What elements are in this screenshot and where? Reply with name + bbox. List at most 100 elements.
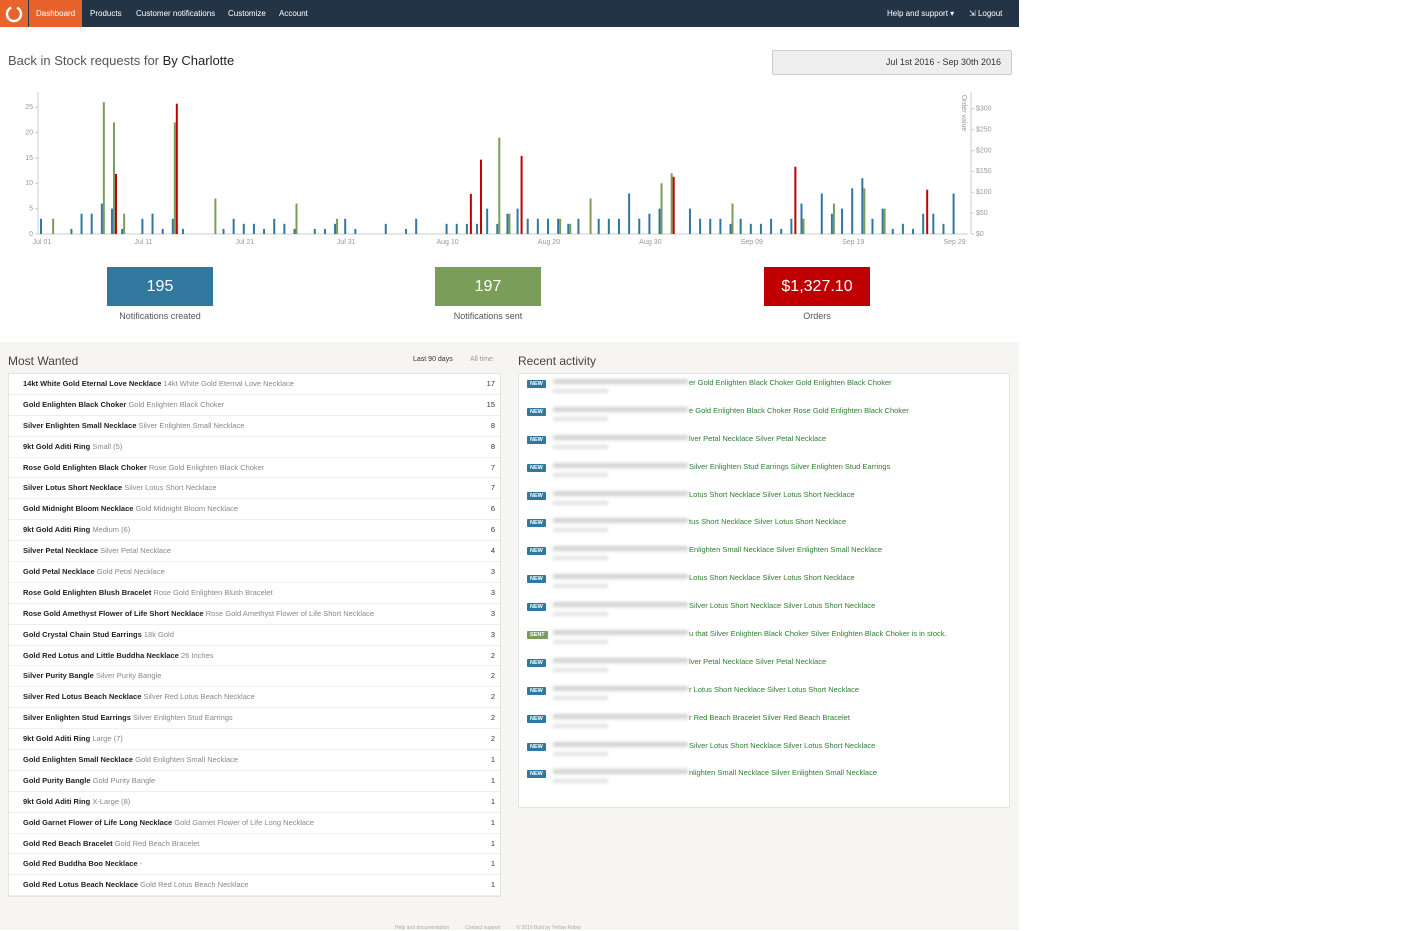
bar: [739, 218, 742, 234]
nav-link[interactable]: Products: [90, 9, 122, 18]
redacted-email: [553, 406, 688, 412]
bar: [232, 218, 235, 234]
stat-label: Notifications created: [119, 311, 201, 321]
product-variant: Rose Gold Enlighten Blush Bracelet: [153, 587, 273, 597]
stat-value: 195: [107, 267, 213, 306]
redacted-date: [553, 500, 608, 505]
bar: [559, 218, 562, 234]
bar: [354, 228, 357, 234]
product-name: Rose Gold Enlighten Black Choker: [23, 462, 147, 472]
nav-link[interactable]: Account: [279, 9, 308, 18]
x-tick-label: Sep 09: [741, 239, 763, 246]
product-variant: Silver Enlighten Stud Earrings: [133, 713, 233, 723]
bar: [922, 213, 925, 234]
product-variant: Gold Midnight Bloom Necklace: [135, 504, 239, 514]
x-tick-label: Sep 29: [944, 239, 966, 246]
request-count: 2: [490, 713, 495, 723]
product-variant: Silver Lotus Short Necklace: [124, 483, 217, 493]
bar: [445, 223, 448, 234]
status-badge: NEW: [527, 491, 546, 500]
request-count: 4: [490, 546, 495, 556]
bar: [660, 183, 663, 234]
activity-row: NEW Silver Lotus Short Necklace Silver Lo…: [519, 737, 1009, 765]
status-badge: NEW: [527, 603, 546, 612]
tab[interactable]: Last 90 days: [413, 356, 453, 363]
activity-row: NEW Lotus Short Necklace Silver Lotus Sho…: [519, 569, 1009, 597]
bar: [589, 198, 592, 234]
tab[interactable]: All time: [470, 356, 493, 363]
activity-row: NEW er Gold Enlighten Black Choker Gold E…: [519, 374, 1009, 402]
product-row: Gold Red Lotus and Little Buddha Necklac…: [9, 646, 500, 667]
x-tick-label: Aug 30: [639, 239, 661, 246]
activity-text: er Gold Enlighten Black Choker Gold Enli…: [689, 378, 892, 387]
bar: [912, 228, 915, 234]
bar: [800, 203, 803, 234]
bar: [670, 173, 673, 234]
bar: [688, 208, 691, 234]
bar: [926, 189, 929, 234]
product-name: Silver Petal Necklace: [23, 546, 99, 556]
help-menu[interactable]: Help and support ▾: [887, 9, 955, 18]
product-row: Gold Enlighten Black Choker Gold Enlight…: [9, 395, 500, 416]
activity-row: NEW Lotus Short Necklace Silver Lotus Sho…: [519, 486, 1009, 514]
product-row: Gold Red Buddha Boo Necklace - 1: [9, 854, 500, 876]
activity-text: u that Silver Enlighten Black Choker Sil…: [689, 629, 947, 639]
activity-text: Enlighten Small Necklace Silver Enlighte…: [689, 545, 883, 555]
bar: [455, 223, 458, 234]
stat-value: 197: [435, 267, 541, 306]
bar: [40, 218, 42, 234]
redacted-date: [553, 640, 608, 645]
activity-text: Silver Lotus Short Necklace Silver Lotus…: [689, 601, 876, 611]
bar: [729, 223, 732, 234]
y-tick-label: 0: [29, 231, 33, 238]
redacted-email: [553, 379, 688, 384]
footer: Help and documentation Contact support © 2…: [395, 925, 597, 931]
product-variant: Gold Red Beach Bracelet: [114, 838, 200, 848]
help-text: Help and support: [887, 9, 948, 18]
bar: [516, 208, 519, 234]
activity-text: Silver Enlighten Stud Earrings Silver En…: [689, 461, 891, 471]
bar: [181, 228, 184, 234]
product-row: Rose Gold Amethyst Flower of Life Short …: [9, 604, 500, 625]
product-name: Gold Enlighten Black Choker: [23, 399, 127, 409]
product-name: 9kt Gold Aditi Ring: [23, 525, 91, 535]
redacted-email: [553, 490, 688, 496]
product-name: Gold Purity Bangle: [23, 775, 91, 785]
product-variant: Rose Gold Enlighten Black Choker: [148, 462, 265, 472]
nav-link[interactable]: Customize: [228, 9, 266, 18]
product-variant: Medium (6): [92, 525, 131, 535]
status-badge: NEW: [527, 770, 546, 779]
request-count: 2: [490, 734, 495, 744]
date-range-picker[interactable]: Jul 1st 2016 - Sep 30th 2016: [772, 50, 1012, 75]
bar: [567, 223, 570, 234]
nav-bar: Dashboard Products Customer notification…: [0, 0, 1019, 27]
bar: [520, 155, 523, 234]
product-variant: Gold Enlighten Small Necklace: [135, 755, 239, 765]
product-name: Gold Petal Necklace: [23, 567, 95, 577]
logo[interactable]: [0, 0, 28, 27]
logout[interactable]: ⇲ Logout: [969, 9, 1003, 18]
bar: [851, 188, 854, 234]
bar: [52, 218, 55, 234]
bar: [214, 198, 217, 234]
bar: [323, 228, 326, 234]
bar: [486, 208, 489, 234]
bar: [334, 223, 337, 234]
x-tick-label: Jul 31: [337, 239, 356, 246]
product-variant: 26 Inches: [180, 650, 214, 660]
product-variant: Silver Red Lotus Beach Necklace: [143, 692, 255, 702]
bar: [114, 173, 117, 234]
bar: [547, 218, 549, 234]
nav-link[interactable]: Customer notifications: [136, 9, 216, 18]
product-name: 9kt Gold Aditi Ring: [23, 734, 91, 744]
activity-row: SENT u that Silver Enlighten Black Choker…: [519, 625, 1009, 653]
status-badge: NEW: [527, 742, 546, 751]
nav-link[interactable]: Dashboard: [29, 0, 83, 27]
bar: [141, 218, 144, 234]
y2-tick-label: $0: [976, 231, 984, 238]
bar: [942, 223, 945, 234]
product-variant: Large (7): [92, 734, 123, 744]
request-count: 2: [490, 671, 495, 681]
redacted-date: [553, 751, 608, 756]
